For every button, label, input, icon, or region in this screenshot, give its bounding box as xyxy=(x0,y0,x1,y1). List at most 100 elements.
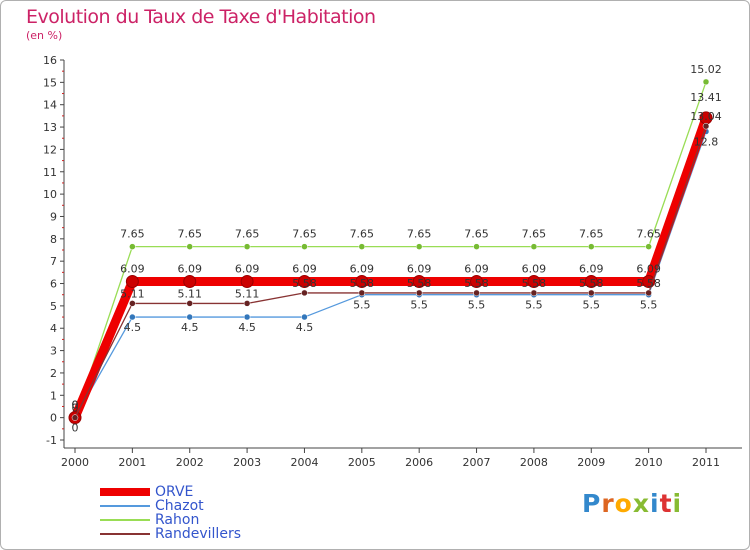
data-label-rahon: 7.65 xyxy=(235,228,260,241)
data-point-rahon xyxy=(530,243,538,250)
legend-item-chazot: Chazot xyxy=(100,498,300,514)
chart-series xyxy=(68,78,713,425)
legend-swatch xyxy=(100,519,150,521)
data-point-randevillers xyxy=(129,300,136,307)
y-tick-label: 13 xyxy=(43,121,57,134)
series-line-chazot xyxy=(74,130,707,419)
data-label-randevillers: 0 xyxy=(72,402,79,415)
data-point-randevillers xyxy=(530,289,538,297)
data-point-randevillers xyxy=(588,289,595,297)
data-point-rahon xyxy=(358,243,366,250)
y-tick-label: 11 xyxy=(43,166,57,179)
data-label-chazot: 5.5 xyxy=(525,299,543,312)
y-tick-label: 4 xyxy=(50,322,57,335)
y-tick-label: 8 xyxy=(50,233,57,246)
data-label-chazot: 5.5 xyxy=(410,299,428,312)
data-point-orve xyxy=(240,275,254,289)
data-point-rahon xyxy=(301,243,308,250)
data-label-orve: 0 xyxy=(72,399,79,412)
data-point-rahon xyxy=(415,243,423,250)
y-tick-label: 12 xyxy=(43,143,57,156)
data-label-orve: 6.09 xyxy=(579,263,604,276)
data-point-randevillers xyxy=(358,289,366,297)
legend-item-randevillers: Randevillers xyxy=(100,526,300,542)
y-tick-label: -1 xyxy=(46,434,57,447)
chart-data-labels: 0 6.09 6.09 6.09 6.09 6.09 6.09 6.09 6.09 6.09 6.0… xyxy=(72,63,722,435)
data-label-rahon: 7.65 xyxy=(350,228,375,241)
data-label-rahon: 7.65 xyxy=(464,228,489,241)
x-tick-label: 2003 xyxy=(233,456,261,469)
data-label-orve: 13.41 xyxy=(690,91,722,104)
data-point-orve xyxy=(183,275,197,289)
data-point-rahon xyxy=(243,243,251,250)
data-point-rahon xyxy=(129,243,136,250)
data-point-orve xyxy=(125,275,139,289)
data-label-rahon: 7.65 xyxy=(579,228,604,241)
data-point-orve xyxy=(355,275,369,289)
y-tick-label: 1 xyxy=(50,389,57,402)
y-tick-label: 7 xyxy=(50,255,57,268)
data-point-randevillers xyxy=(645,289,652,297)
data-label-randevillers: 13.04 xyxy=(690,110,722,123)
logo-letter: r xyxy=(601,489,615,518)
data-point-rahon xyxy=(588,243,595,250)
data-label-orve: 6.09 xyxy=(636,263,661,276)
chart-title: Evolution du Taux de Taxe d'Habitation xyxy=(26,6,376,28)
data-label-randevillers: 5.11 xyxy=(177,287,202,300)
data-label-chazot: 4.5 xyxy=(181,321,199,334)
data-label-randevillers: 5.58 xyxy=(407,277,432,290)
data-point-orve xyxy=(527,275,541,289)
x-tick-label: 2006 xyxy=(405,456,433,469)
x-tick-label: 2008 xyxy=(520,456,548,469)
chart-subtitle: (en %) xyxy=(26,29,63,42)
logo-letter: i xyxy=(650,489,660,518)
data-label-randevillers: 5.11 xyxy=(235,287,260,300)
x-tick-label: 2004 xyxy=(290,456,318,469)
data-label-rahon: 0 xyxy=(72,399,79,412)
series-line-rahon xyxy=(74,81,707,419)
data-point-chazot xyxy=(186,313,193,321)
legend-swatch xyxy=(100,533,150,535)
data-point-rahon xyxy=(186,243,193,250)
data-label-orve: 6.09 xyxy=(350,263,375,276)
y-tick-label: 3 xyxy=(50,345,57,358)
data-label-orve: 6.09 xyxy=(120,263,145,276)
x-tick-label: 2000 xyxy=(61,456,89,469)
y-tick-label: 15 xyxy=(43,76,57,89)
y-tick-label: 5 xyxy=(50,300,57,313)
data-label-randevillers: 5.58 xyxy=(636,277,661,290)
data-point-randevillers xyxy=(243,300,251,307)
data-point-orve xyxy=(297,275,311,289)
y-tick-label: 14 xyxy=(43,99,57,112)
data-label-randevillers: 5.58 xyxy=(350,277,375,290)
data-label-rahon: 7.65 xyxy=(177,228,202,241)
data-label-orve: 6.09 xyxy=(292,263,317,276)
y-tick-label: 10 xyxy=(43,188,57,201)
data-point-randevillers xyxy=(415,289,423,297)
legend-item-rahon: Rahon xyxy=(100,512,300,528)
data-label-chazot: 5.5 xyxy=(640,299,658,312)
data-label-orve: 6.09 xyxy=(177,263,202,276)
legend-label: Chazot xyxy=(155,498,204,514)
x-tick-label: 2001 xyxy=(118,456,146,469)
data-label-chazot: 4.5 xyxy=(124,321,142,334)
data-point-randevillers xyxy=(71,414,79,421)
legend-swatch xyxy=(100,505,150,507)
x-tick-label: 2005 xyxy=(348,456,376,469)
y-tick-label: 9 xyxy=(50,210,57,223)
logo-letter: t xyxy=(659,489,673,518)
data-point-chazot xyxy=(301,313,308,321)
y-tick-label: 16 xyxy=(43,54,57,67)
data-point-randevillers xyxy=(473,289,480,297)
data-point-randevillers xyxy=(186,300,193,307)
y-tick-label: 0 xyxy=(50,412,57,425)
data-label-chazot: 12.8 xyxy=(694,136,719,149)
data-label-rahon: 15.02 xyxy=(690,63,722,76)
data-label-chazot: 5.5 xyxy=(583,299,601,312)
x-tick-label: 2009 xyxy=(577,456,605,469)
data-label-orve: 6.09 xyxy=(407,263,432,276)
data-label-chazot: 5.5 xyxy=(353,299,371,312)
